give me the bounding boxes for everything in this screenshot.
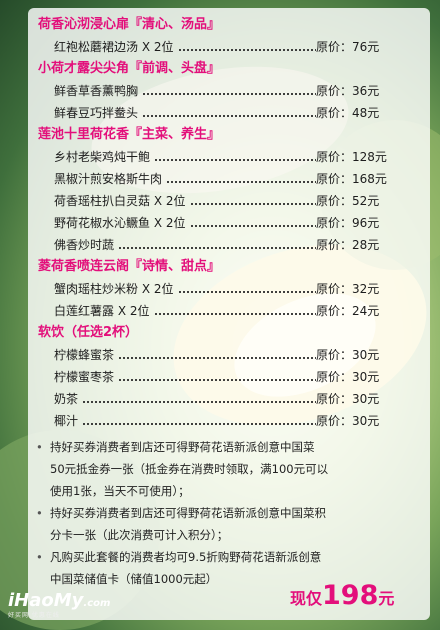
leader-dots [118,379,316,381]
menu-item: 鲜香草香薰鸭胸 原价：36元 [38,80,428,102]
logo-text: iHaoMy.com [8,590,111,611]
item-name: 奶茶 [54,392,79,406]
note-line: 50元抵金券一张（抵金券在消费时领取，满100元可以 [50,462,329,476]
item-name: 荷香瑶柱扒白灵菇 X 2位 [54,194,186,208]
menu-item: 乡村老柴鸡炖干鲍 原价：128元 [38,146,428,168]
item-name: 鲜春豆巧拌鲞头 [54,106,139,120]
note-line: 持好买券消费者到店还可得野荷花语新派创意中国菜积 [50,506,326,520]
item-price: 原价：52元 [316,194,380,208]
promo-notes: • 持好买券消费者到店还可得野荷花语新派创意中国菜 50元抵金券一张（抵金券在消… [34,436,416,590]
menu-item: 鲜春豆巧拌鲞头 原价：48元 [38,102,428,124]
item-name: 野荷花椒水沁鳜鱼 X 2位 [54,216,186,230]
leader-dots [118,247,316,249]
menu-item: 荷香瑶柱扒白灵菇 X 2位 原价：52元 [38,190,428,212]
menu-item: 红袍松蘑裙边汤 X 2位 原价：76元 [38,36,428,58]
item-name: 鲜香草香薰鸭胸 [54,84,139,98]
note-line: 凡购买此套餐的消费者均可9.5折购野荷花语新派创意 [50,550,322,564]
note-line: 持好买券消费者到店还可得野荷花语新派创意中国菜 [50,440,315,454]
leader-dots [178,49,316,51]
item-price: 原价：36元 [316,84,380,98]
item-name: 白莲红薯露 X 2位 [54,304,150,318]
bullet-icon: • [36,506,43,520]
section-title: 荷香沁沏浸心扉『清心、汤品』 [38,17,221,32]
item-price: 原价：24元 [316,304,380,318]
item-price: 原价：32元 [316,282,380,296]
item-name: 柠檬蜜枣茶 [54,370,115,384]
item-name: 黑椒汁煎安格斯牛肉 [54,172,163,186]
section-title: 小荷才露尖尖角『前调、头盘』 [38,61,221,76]
menu-item: 柠檬蜜枣茶 原价：30元 [38,366,428,388]
menu-item: 蟹肉瑶柱炒米粉 X 2位 原价：32元 [38,278,428,300]
item-name: 椰汁 [54,414,79,428]
item-name: 乡村老柴鸡炖干鲍 [54,150,151,164]
item-name: 红袍松蘑裙边汤 X 2位 [54,40,174,54]
leader-dots [142,115,316,117]
note-line: 使用1张，当天不可使用）； [50,484,190,498]
item-price: 原价：28元 [316,238,380,252]
leader-dots [82,401,316,403]
item-name: 佛香炒时蔬 [54,238,115,252]
menu-list: 荷香沁沏浸心扉『清心、汤品』 红袍松蘑裙边汤 X 2位 原价：76元 小荷才露尖… [38,14,428,432]
bullet-icon: • [36,550,43,564]
menu-item: 白莲红薯露 X 2位 原价：24元 [38,300,428,322]
note-item: • 持好买券消费者到店还可得野荷花语新派创意中国菜积 分卡一张（此次消费可计入积… [34,502,416,546]
price-amount: 198 [322,580,379,611]
note-item: • 持好买券消费者到店还可得野荷花语新派创意中国菜 50元抵金券一张（抵金券在消… [34,436,416,502]
menu-item: 椰汁 原价：30元 [38,410,428,432]
item-price: 原价：76元 [316,40,380,54]
item-name: 柠檬蜂蜜茶 [54,348,115,362]
menu-item: 奶茶 原价：30元 [38,388,428,410]
leader-dots [118,357,316,359]
leader-dots [82,423,316,425]
ihaomy-logo: iHaoMy.com 好买网 优惠在线 [8,590,110,619]
logo-tagline: 好买网 优惠在线 [8,612,60,619]
section-title: 莲池十里荷花香『主菜、养生』 [38,127,221,142]
price-suffix: 元 [378,589,395,608]
item-price: 原价：96元 [316,216,380,230]
leader-dots [190,225,316,227]
menu-item: 佛香炒时蔬 原价：28元 [38,234,428,256]
note-item: • 凡购买此套餐的消费者均可9.5折购野荷花语新派创意 中国菜储值卡（储值100… [34,546,416,590]
leader-dots [154,313,316,315]
price-prefix: 现仅 [290,589,323,608]
leader-dots [142,93,316,95]
leader-dots [166,181,316,183]
note-line: 分卡一张（此次消费可计入积分）； [50,528,229,542]
item-price: 原价：30元 [316,392,380,406]
leader-dots [154,159,316,161]
current-price: 现仅198元 [290,580,394,611]
item-price: 原价：128元 [316,150,387,164]
note-line: 中国菜储值卡（储值1000元起） [50,572,218,586]
menu-item: 黑椒汁煎安格斯牛肉 原价：168元 [38,168,428,190]
item-price: 原价：30元 [316,370,380,384]
item-name: 蟹肉瑶柱炒米粉 X 2位 [54,282,174,296]
item-price: 原价：30元 [316,348,380,362]
section-title: 菱荷香喷连云阁『诗情、甜点』 [38,259,221,274]
item-price: 原价：48元 [316,106,380,120]
menu-item: 野荷花椒水沁鳜鱼 X 2位 原价：96元 [38,212,428,234]
item-price: 原价：168元 [316,172,387,186]
section-title: 软饮（任选2杯） [38,325,139,340]
leader-dots [190,203,316,205]
item-price: 原价：30元 [316,414,380,428]
menu-item: 柠檬蜂蜜茶 原价：30元 [38,344,428,366]
leader-dots [178,291,316,293]
bullet-icon: • [36,440,43,454]
